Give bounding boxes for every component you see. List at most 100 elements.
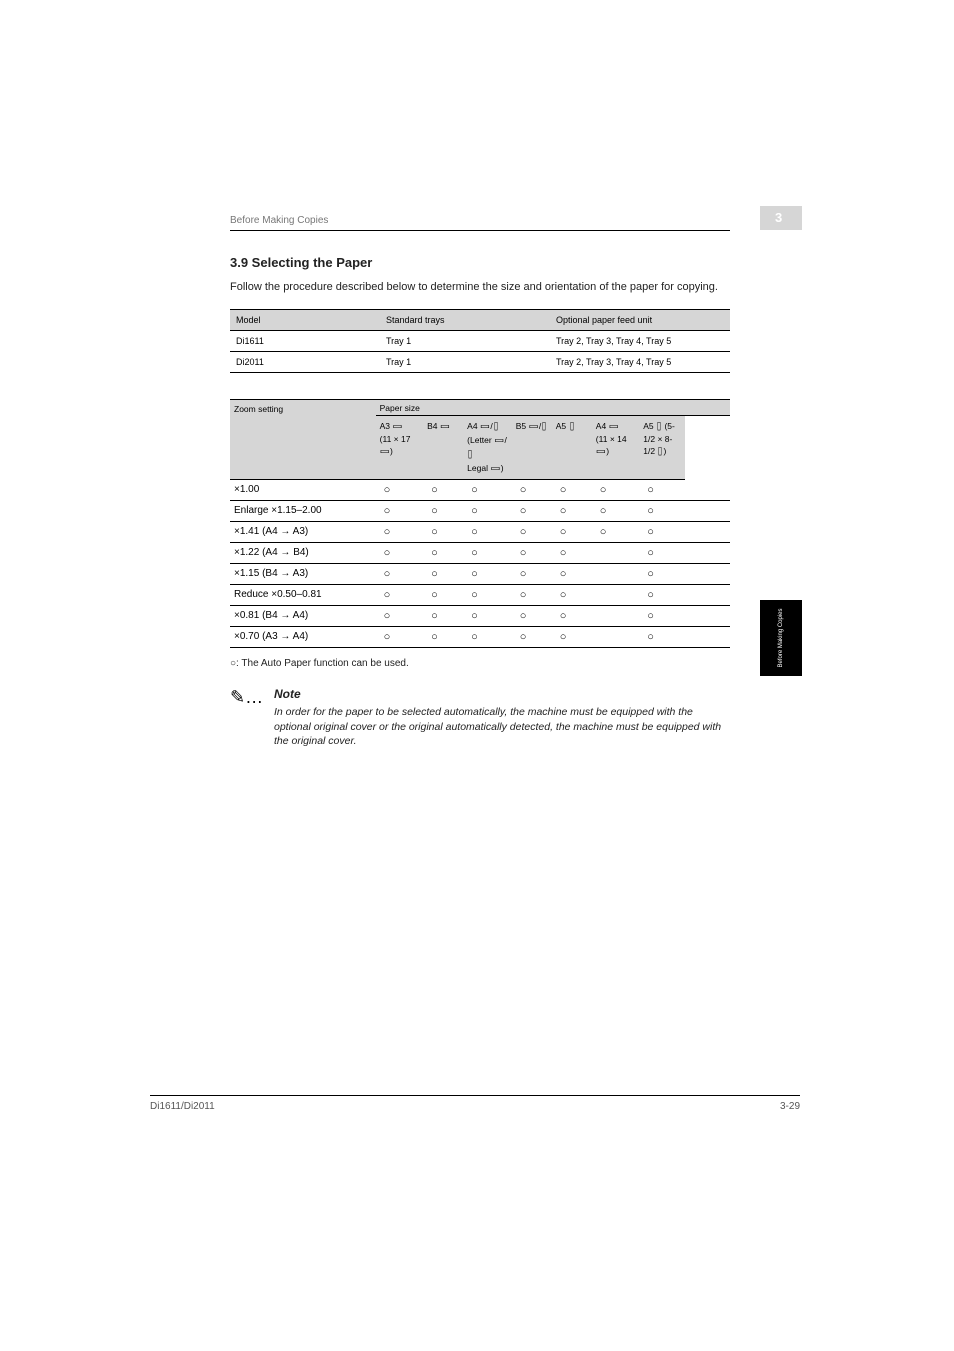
page-content: Before Making Copies 3.9 Selecting the P…	[230, 215, 730, 748]
availability-cell: ○	[512, 564, 552, 585]
availability-cell: ○	[463, 564, 512, 585]
availability-cell: ○	[463, 522, 512, 543]
availability-cell: ○	[463, 501, 512, 522]
note-heading: Note	[274, 687, 730, 701]
availability-cell: ○	[552, 543, 592, 564]
note-icon: ✎…	[230, 687, 263, 708]
availability-cell: ○	[423, 480, 463, 501]
section-intro: Follow the procedure described below to …	[230, 280, 730, 295]
table-row: ×0.70 (A3 → A4)○○○○○○	[230, 627, 730, 648]
header-band: 3	[760, 206, 802, 230]
side-chapter-label: Before Making Copies	[778, 608, 784, 667]
zoom-paper-table: Zoom setting Paper size A3 ▭(11 × 17 ▭) …	[230, 399, 730, 649]
availability-cell: ○	[376, 480, 423, 501]
zoom-label: ×1.22 (A4 → B4)	[230, 543, 376, 564]
availability-cell: ○	[423, 543, 463, 564]
availability-cell: ○	[376, 522, 423, 543]
footer-right: 3-29	[780, 1101, 800, 1112]
availability-cell	[685, 627, 730, 648]
availability-cell	[685, 480, 730, 501]
availability-cell: ○	[639, 543, 685, 564]
zoom-label: ×1.00	[230, 480, 376, 501]
cell: Di1611	[230, 330, 380, 351]
col-optional-feed: Optional paper feed unit	[550, 309, 730, 330]
page-footer: Di1611/Di2011 3-29	[150, 1095, 800, 1112]
cell: Tray 2, Tray 3, Tray 4, Tray 5	[550, 351, 730, 372]
table-header-row: Model Standard trays Optional paper feed…	[230, 309, 730, 330]
availability-cell: ○	[376, 501, 423, 522]
availability-cell: ○	[512, 501, 552, 522]
availability-cell: ○	[376, 627, 423, 648]
zoom-label: ×0.70 (A3 → A4)	[230, 627, 376, 648]
availability-cell: ○	[592, 480, 639, 501]
availability-cell: ○	[552, 480, 592, 501]
availability-cell	[592, 564, 639, 585]
availability-cell	[592, 543, 639, 564]
availability-cell: ○	[463, 606, 512, 627]
zoom-label: ×1.41 (A4 → A3)	[230, 522, 376, 543]
zoom-label: ×0.81 (B4 → A4)	[230, 606, 376, 627]
availability-cell: ○	[376, 606, 423, 627]
zoom-label: ×1.15 (B4 → A3)	[230, 564, 376, 585]
availability-cell	[592, 585, 639, 606]
note-body: In order for the paper to be selected au…	[274, 705, 730, 748]
availability-cell	[685, 564, 730, 585]
availability-cell: ○	[552, 522, 592, 543]
table-header-row: Zoom setting Paper size	[230, 399, 730, 416]
availability-cell: ○	[639, 480, 685, 501]
availability-cell: ○	[376, 585, 423, 606]
availability-cell: ○	[512, 627, 552, 648]
availability-cell: ○	[423, 585, 463, 606]
col-a5: A5 ▯	[552, 416, 592, 480]
availability-cell: ○	[639, 501, 685, 522]
availability-cell: ○	[463, 480, 512, 501]
col-b5: B5 ▭/▯	[512, 416, 552, 480]
table-row: Di2011 Tray 1 Tray 2, Tray 3, Tray 4, Tr…	[230, 351, 730, 372]
availability-cell: ○	[463, 543, 512, 564]
cell: Tray 1	[380, 351, 550, 372]
side-chapter-badge: Before Making Copies	[760, 600, 802, 676]
availability-cell: ○	[423, 606, 463, 627]
availability-cell: ○	[512, 522, 552, 543]
availability-cell	[592, 606, 639, 627]
availability-cell	[685, 543, 730, 564]
col-paper-size: Paper size	[376, 399, 730, 416]
table-row: Enlarge ×1.15–2.00○○○○○○○	[230, 501, 730, 522]
availability-cell: ○	[552, 627, 592, 648]
table-row: ×1.41 (A4 → A3)○○○○○○○	[230, 522, 730, 543]
footer-left: Di1611/Di2011	[150, 1101, 215, 1112]
table-row: Reduce ×0.50–0.81○○○○○○	[230, 585, 730, 606]
availability-cell: ○	[423, 501, 463, 522]
availability-cell	[685, 522, 730, 543]
col-a3: A3 ▭(11 × 17 ▭)	[376, 416, 423, 480]
note-block: ✎… Note In order for the paper to be sel…	[230, 687, 730, 748]
availability-cell: ○	[423, 564, 463, 585]
table-row: ×1.15 (B4 → A3)○○○○○○	[230, 564, 730, 585]
availability-cell: ○	[376, 564, 423, 585]
col-zoom-setting: Zoom setting	[230, 399, 376, 480]
availability-cell: ○	[639, 585, 685, 606]
availability-cell: ○	[463, 585, 512, 606]
table-row: ×1.00○○○○○○○	[230, 480, 730, 501]
availability-cell: ○	[423, 627, 463, 648]
availability-cell	[685, 585, 730, 606]
chapter-label: Before Making Copies	[230, 215, 730, 226]
availability-cell	[685, 501, 730, 522]
table-legend: ○: The Auto Paper function can be used.	[230, 658, 730, 669]
cell: Di2011	[230, 351, 380, 372]
availability-cell: ○	[639, 627, 685, 648]
table-row: ×1.22 (A4 → B4)○○○○○○	[230, 543, 730, 564]
availability-cell: ○	[512, 606, 552, 627]
table-row: Di1611 Tray 1 Tray 2, Tray 3, Tray 4, Tr…	[230, 330, 730, 351]
header-divider	[230, 230, 730, 231]
availability-cell	[685, 606, 730, 627]
col-a4-2: A4 ▭(11 × 14 ▭)	[592, 416, 639, 480]
zoom-label: Reduce ×0.50–0.81	[230, 585, 376, 606]
models-table: Model Standard trays Optional paper feed…	[230, 309, 730, 373]
col-a5-2: A5 ▯ (5-1/2 × 8-1/2 ▯)	[639, 416, 685, 480]
availability-cell: ○	[423, 522, 463, 543]
availability-cell: ○	[639, 522, 685, 543]
col-a4: A4 ▭/▯(Letter ▭/▯Legal ▭)	[463, 416, 512, 480]
header-band-number: 3	[775, 210, 782, 225]
availability-cell: ○	[592, 501, 639, 522]
